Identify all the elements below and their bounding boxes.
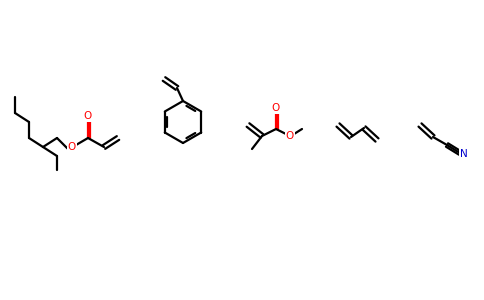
Text: O: O: [68, 142, 76, 152]
Text: O: O: [286, 131, 294, 141]
Text: O: O: [84, 111, 92, 121]
Text: N: N: [460, 149, 468, 159]
Text: O: O: [272, 103, 280, 113]
